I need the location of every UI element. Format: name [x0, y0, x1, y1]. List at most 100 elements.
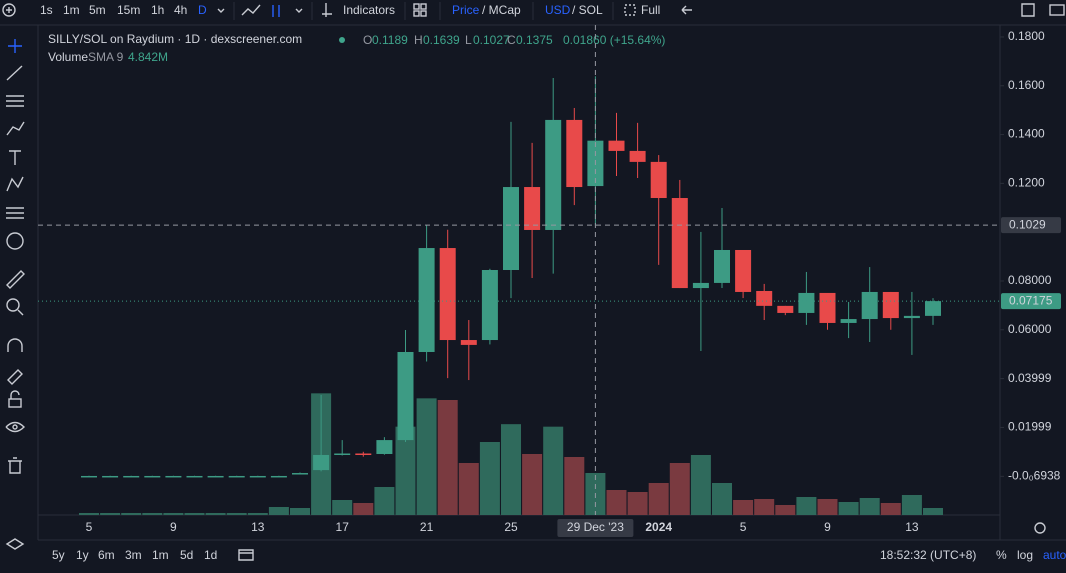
candle-body [777, 305, 794, 313]
x-tick-label: 17 [336, 520, 350, 534]
volume-bar [100, 513, 121, 515]
candle-body [503, 187, 519, 270]
candle-body [313, 454, 330, 471]
range-button[interactable]: 6m [98, 548, 115, 562]
drawing-tools[interactable] [2, 3, 25, 550]
candle-body [165, 475, 182, 478]
candle-body [524, 187, 541, 230]
sol-toggle[interactable]: / SOL [572, 3, 603, 17]
volume-bar [268, 507, 289, 515]
volume-bar [859, 498, 880, 515]
volume-bar [522, 454, 543, 515]
range-button[interactable]: 1d [204, 548, 217, 562]
candle-body [81, 475, 97, 478]
volume-bar [247, 513, 268, 515]
candle-body [186, 475, 203, 478]
high-value: 0.1639 [423, 33, 460, 47]
volume-bar [121, 513, 142, 515]
candle-body [650, 161, 667, 199]
fullscreen-button[interactable]: Full [641, 3, 660, 17]
close-value: 0.1375 [516, 33, 553, 47]
interval-button[interactable]: D [198, 3, 207, 17]
candle-body [566, 119, 583, 188]
volume-bar [205, 513, 226, 515]
x-tick-label: 5 [740, 520, 747, 534]
candle-body [692, 282, 709, 289]
volume-bar [374, 487, 395, 515]
volume-bar [79, 513, 99, 515]
low-key: L [465, 33, 472, 47]
interval-button[interactable]: 1h [151, 3, 164, 17]
interval-button[interactable]: 15m [117, 3, 140, 17]
volume-bar [712, 483, 732, 515]
volume-bar [733, 500, 754, 515]
candle-body [270, 475, 287, 478]
usd-toggle[interactable]: USD [545, 3, 571, 17]
candle-body [819, 292, 836, 323]
range-button[interactable]: 5d [180, 548, 193, 562]
volume-bar [796, 497, 817, 515]
y-tick-label: 0.06000 [1008, 322, 1052, 336]
status-dot [339, 37, 345, 43]
clock: 18:52:32 (UTC+8) [880, 548, 976, 562]
candle-body [756, 290, 773, 306]
last-price-label: 0.07175 [1009, 293, 1053, 307]
candle-body [376, 440, 393, 454]
range-button[interactable]: 5y [52, 548, 65, 562]
y-tick-label: 0.1200 [1008, 176, 1045, 190]
crosshair-price-box [1001, 217, 1061, 234]
volume-bar [226, 513, 247, 515]
candle-body [481, 270, 498, 341]
x-tick-label: 25 [504, 520, 518, 534]
candle-body [292, 473, 308, 475]
y-tick-label: 0.1400 [1008, 127, 1045, 141]
range-button[interactable]: 3m [125, 548, 142, 562]
range-button[interactable]: 1y [76, 548, 89, 562]
sma-label: SMA 9 [88, 50, 124, 64]
interval-button[interactable]: 1s [40, 3, 53, 17]
top-icons[interactable] [217, 3, 1065, 561]
y-tick-label: 0.1800 [1008, 29, 1045, 43]
sma-value: 4.842M [128, 50, 168, 64]
last-price-box [1001, 293, 1061, 310]
candle-body [903, 315, 920, 319]
interval-button[interactable]: 1m [63, 3, 80, 17]
interval-button[interactable]: 5m [89, 3, 106, 17]
crosshair-price-label: 0.1029 [1009, 217, 1046, 231]
scale-option[interactable]: log [1017, 548, 1033, 562]
indicators-button[interactable]: Indicators [343, 3, 395, 17]
volume-bar [163, 513, 184, 515]
candle-body [861, 291, 878, 320]
scale-option[interactable]: % [996, 548, 1007, 562]
y-tick-label: 0.03999 [1008, 371, 1052, 385]
volume-bar [437, 400, 458, 515]
open-key: O [363, 33, 372, 47]
y-tick-label: 0.1600 [1008, 78, 1045, 92]
close-key: C [507, 33, 516, 47]
candle-body [397, 351, 414, 441]
volume-bar [838, 502, 859, 515]
x-tick-label: 21 [420, 520, 434, 534]
volume-bar [332, 500, 353, 515]
volume-bar [290, 508, 310, 515]
range-button[interactable]: 1m [152, 548, 169, 562]
candle-body [545, 119, 562, 230]
candle-body [840, 319, 857, 323]
mcap-toggle[interactable]: / MCap [482, 3, 521, 17]
candle-body [355, 453, 372, 456]
y-tick-label: -0.0₀6938 [1008, 469, 1061, 483]
candle-body [798, 292, 815, 313]
volume-bar [543, 426, 564, 515]
price-toggle[interactable]: Price [452, 3, 480, 17]
candle-body [207, 475, 224, 478]
high-key: H [414, 33, 423, 47]
candle-body [714, 249, 730, 283]
interval-button[interactable]: 4h [174, 3, 187, 17]
volume-bar [627, 492, 648, 515]
volume-bar [669, 463, 690, 515]
candle-body [629, 150, 646, 162]
scale-option[interactable]: auto [1043, 548, 1066, 562]
candle-body [228, 475, 245, 478]
volume-bar [395, 426, 416, 515]
volume-bar [880, 503, 901, 515]
